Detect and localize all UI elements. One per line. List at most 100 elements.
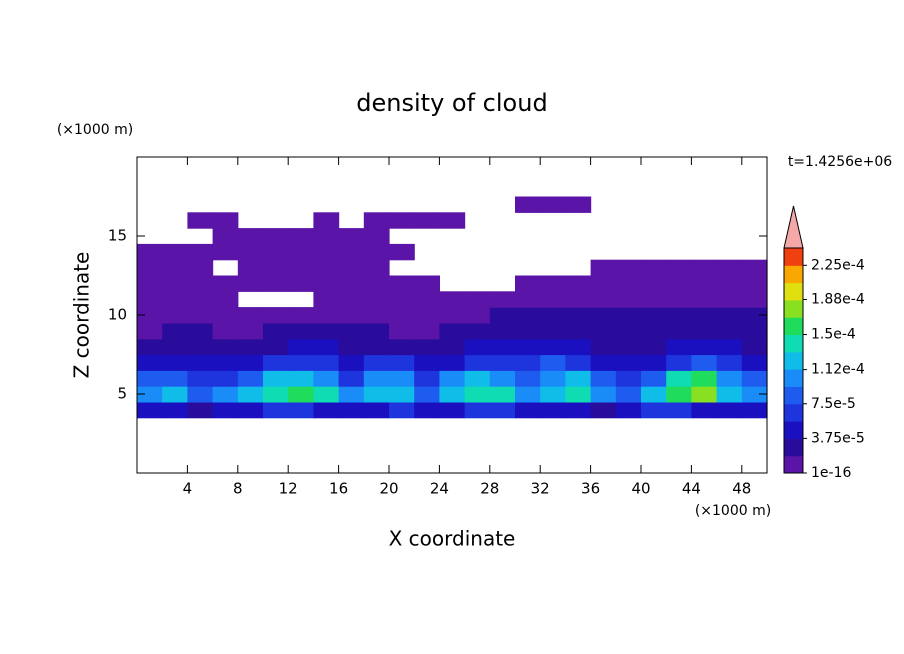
y-unit: (×1000 m) xyxy=(57,122,133,138)
contour-cell xyxy=(515,401,541,419)
contour-cell xyxy=(540,354,566,371)
contour-cell xyxy=(288,322,314,340)
contour-cell xyxy=(363,291,390,308)
contour-cell xyxy=(666,386,692,403)
contour-cell xyxy=(641,338,667,356)
chart-title: density of cloud xyxy=(356,89,547,117)
contour-cell xyxy=(187,322,214,340)
contour-cell xyxy=(565,196,592,213)
contour-cell xyxy=(565,275,592,292)
contour-cell xyxy=(263,338,289,356)
contour-cell xyxy=(162,259,188,277)
contour-cell xyxy=(716,354,743,371)
contour-cell xyxy=(313,386,340,403)
contour-cell xyxy=(540,401,566,419)
contour-cell xyxy=(565,386,592,403)
contour-cell xyxy=(338,386,365,403)
contour-cell xyxy=(716,259,743,277)
contour-cell xyxy=(489,307,516,324)
x-tick-label: 32 xyxy=(531,480,550,498)
contour-cell xyxy=(212,212,239,229)
contour-cell xyxy=(515,338,541,356)
contour-cell xyxy=(489,291,516,308)
contour-cell xyxy=(741,307,768,324)
contour-cell xyxy=(338,354,365,371)
contour-cell xyxy=(641,259,667,277)
contour-cell xyxy=(363,307,390,324)
colorbar-band xyxy=(784,369,803,387)
contour-cell xyxy=(515,322,541,340)
colorbar-band xyxy=(784,282,803,301)
contour-cell xyxy=(615,322,642,340)
contour-cell xyxy=(439,291,466,308)
contour-cell xyxy=(187,370,214,387)
contour-cell xyxy=(464,401,491,419)
contour-cell xyxy=(363,338,390,356)
contour-cell xyxy=(590,291,617,308)
x-tick-label: 4 xyxy=(183,480,193,498)
contour-cell xyxy=(741,354,768,371)
contour-cell xyxy=(540,307,566,324)
contour-cell xyxy=(389,322,415,340)
contour-cell xyxy=(615,307,642,324)
contour-cell xyxy=(741,291,768,308)
contour-cell xyxy=(237,243,264,261)
contour-cell xyxy=(716,275,743,292)
contour-cell xyxy=(540,291,566,308)
contour-cell xyxy=(515,196,541,213)
contour-cell xyxy=(590,386,617,403)
contour-cell xyxy=(590,401,617,419)
contour-cell xyxy=(641,386,667,403)
contour-cell xyxy=(212,354,239,371)
contour-cell xyxy=(565,291,592,308)
y-tick-label: 15 xyxy=(108,227,127,245)
contour-cell xyxy=(741,322,768,340)
contour-cell xyxy=(212,338,239,356)
contour-cell xyxy=(540,386,566,403)
contour-cell xyxy=(338,322,365,340)
contour-cell xyxy=(389,291,415,308)
contour-cell xyxy=(288,370,314,387)
contour-cell xyxy=(615,386,642,403)
x-tick-label: 28 xyxy=(480,480,499,498)
contour-cell xyxy=(641,275,667,292)
contour-cell xyxy=(237,401,264,419)
contour-cell xyxy=(691,322,718,340)
contour-cell xyxy=(187,259,214,277)
y-axis-label: Z coordinate xyxy=(70,252,94,379)
contour-cell xyxy=(263,401,289,419)
contour-cell xyxy=(414,338,440,356)
contour-cell xyxy=(338,307,365,324)
contour-cell xyxy=(363,386,390,403)
colorbar-band xyxy=(784,438,803,457)
contour-cell xyxy=(263,259,289,277)
x-tick-label: 48 xyxy=(732,480,751,498)
contour-cell xyxy=(489,354,516,371)
contour-cell xyxy=(212,291,239,308)
contour-cell xyxy=(439,354,466,371)
contour-cell xyxy=(414,401,440,419)
contour-cell xyxy=(615,291,642,308)
contour-cell xyxy=(313,338,340,356)
contour-cell xyxy=(263,322,289,340)
contour-cell xyxy=(741,401,768,419)
contour-cell xyxy=(590,259,617,277)
colorbar-band xyxy=(784,265,803,284)
contour-cell xyxy=(389,370,415,387)
contour-cell xyxy=(464,338,491,356)
contour-cell xyxy=(464,291,491,308)
contour-cell xyxy=(716,322,743,340)
contour-cell xyxy=(389,307,415,324)
contour-cell xyxy=(137,354,163,371)
contour-cell xyxy=(389,275,415,292)
contour-cell xyxy=(439,338,466,356)
contour-cell xyxy=(464,386,491,403)
colorbar-frame xyxy=(783,247,804,474)
contour-cell xyxy=(237,228,264,245)
contour-cell xyxy=(641,291,667,308)
contour-cell xyxy=(313,354,340,371)
contour-cell xyxy=(590,370,617,387)
contour-cell xyxy=(489,322,516,340)
contour-cell xyxy=(540,196,566,213)
